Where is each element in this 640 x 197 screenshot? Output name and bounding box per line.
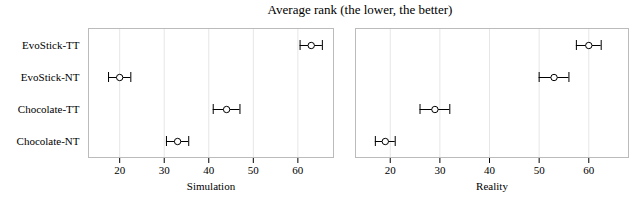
svg-text:Simulation: Simulation (187, 180, 236, 192)
svg-text:EvoStick-NT: EvoStick-NT (21, 71, 80, 83)
svg-text:60: 60 (583, 164, 595, 176)
svg-text:30: 30 (434, 164, 446, 176)
svg-text:50: 50 (534, 164, 546, 176)
svg-text:Reality: Reality (476, 180, 508, 192)
svg-text:40: 40 (203, 164, 215, 176)
svg-text:20: 20 (114, 164, 126, 176)
html-text:Average rank (the lower, the b: Average rank (the lower, the better) (267, 2, 453, 17)
svg-text:20: 20 (385, 164, 397, 176)
svg-text:EvoStick-TT: EvoStick-TT (22, 39, 80, 51)
svg-text:Chocolate-TT: Chocolate-TT (18, 103, 80, 115)
svg-text:Chocolate-NT: Chocolate-NT (17, 135, 80, 147)
svg-text:40: 40 (484, 164, 496, 176)
svg-text:60: 60 (292, 164, 304, 176)
svg-text:50: 50 (248, 164, 260, 176)
svg-text:30: 30 (159, 164, 171, 176)
